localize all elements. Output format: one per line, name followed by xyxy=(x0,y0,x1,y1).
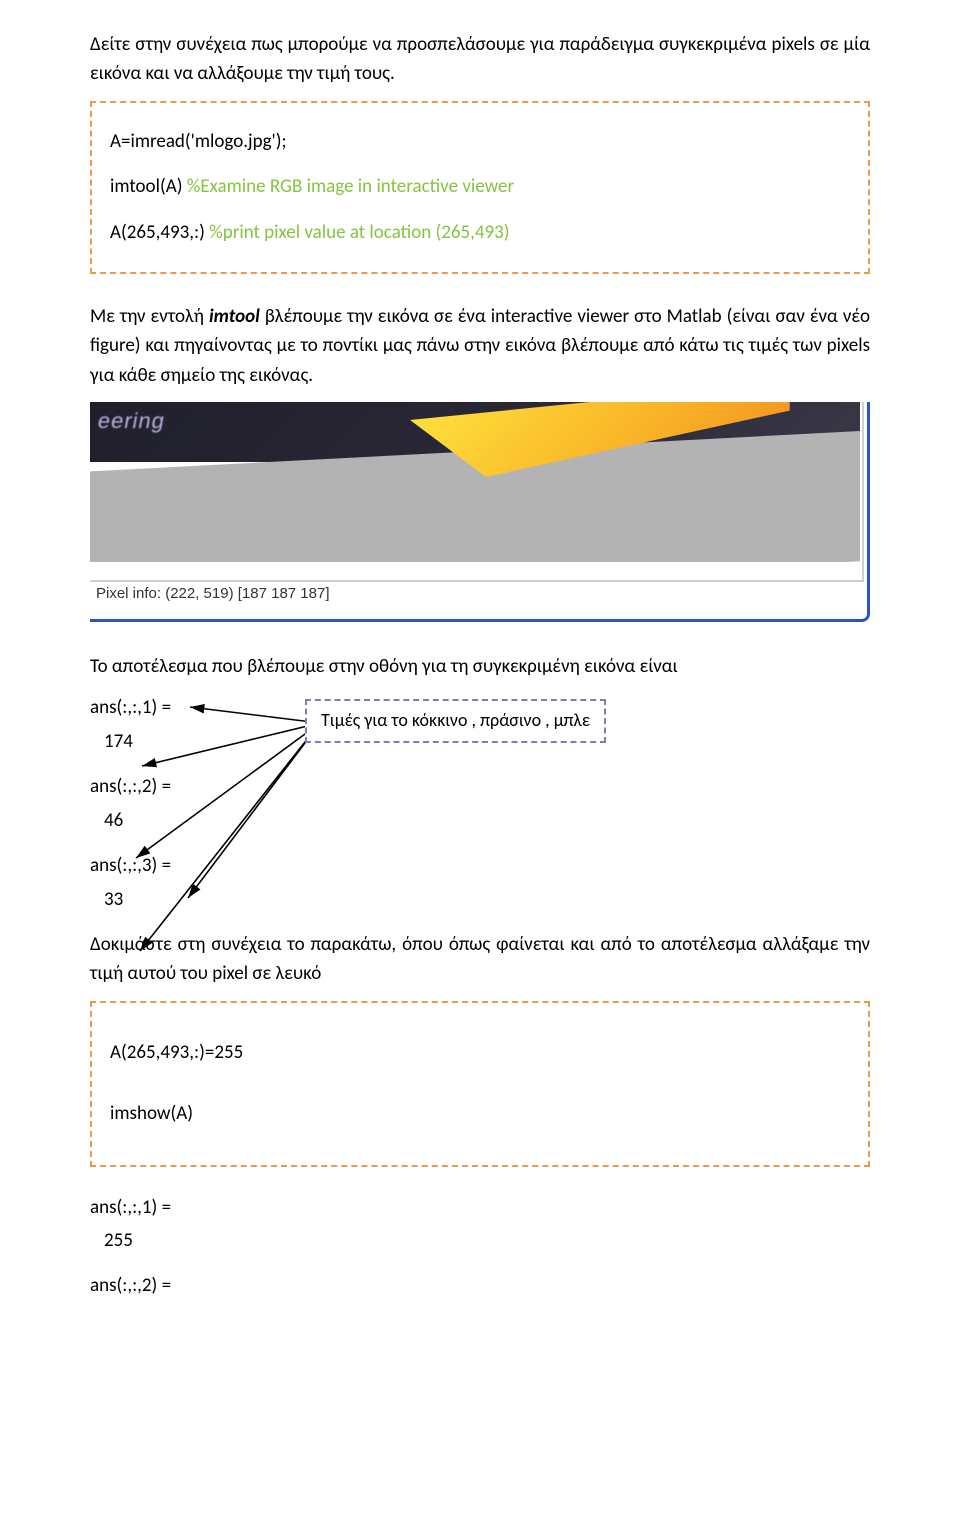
ans2-1-value: 255 xyxy=(104,1226,870,1255)
code-comment: %Examine RGB image in interactive viewer xyxy=(187,175,514,198)
pixel-info-status: Pixel info: (222, 519) [187 187 187] xyxy=(96,582,330,605)
keyword-imtool: imtool xyxy=(209,305,260,328)
code-block-2: A(265,493,:)=255 imshow(A) xyxy=(90,1001,870,1167)
code-comment: %print pixel value at location (265,493) xyxy=(209,221,509,244)
rgb-note-box: Τιμές για το κόκκινο , πράσινο , μπλε xyxy=(305,699,606,743)
code-line: A(265,493,:) xyxy=(110,221,209,244)
ans-2-value: 46 xyxy=(104,806,870,835)
ans2-1-label: ans(:,:,1) = xyxy=(90,1193,870,1222)
ans2-2-label: ans(:,:,2) = xyxy=(90,1271,870,1300)
intro-paragraph: Δείτε στην συνέχεια πως μπορούμε να προσ… xyxy=(90,30,870,89)
paragraph-imtool: Με την εντολή imtool βλέπουμε την εικόνα… xyxy=(90,302,870,390)
code-line: A=imread('mlogo.jpg'); xyxy=(110,130,287,153)
matlab-window-frame: eering Pixel info: (222, 519) [187 187 1… xyxy=(90,402,870,622)
matlab-inner: eering xyxy=(90,402,864,582)
ans-3-label: ans(:,:,3) = xyxy=(90,851,870,880)
image-viewport: eering xyxy=(90,402,860,562)
code-block-1: A=imread('mlogo.jpg'); imtool(A) %Examin… xyxy=(90,101,870,274)
text-fragment: Με την εντολή xyxy=(90,305,209,328)
image-text-eering: eering xyxy=(95,404,168,438)
ans-2-label: ans(:,:,2) = xyxy=(90,772,870,801)
paragraph-try-next: Δοκιμάστε στη συνέχεια το παρακάτω, όπου… xyxy=(90,930,870,989)
code-line: A(265,493,:)=255 xyxy=(110,1023,850,1084)
ans-3-value: 33 xyxy=(104,885,870,914)
code-line: imshow(A) xyxy=(110,1084,850,1145)
matlab-screenshot: eering Pixel info: (222, 519) [187 187 1… xyxy=(90,402,870,622)
code-line: imtool(A) xyxy=(110,175,187,198)
result-block: Τιμές για το κόκκινο , πράσινο , μπλε an… xyxy=(90,693,870,914)
result-intro: Το αποτέλεσμα που βλέπουμε στην οθόνη γι… xyxy=(90,652,870,681)
